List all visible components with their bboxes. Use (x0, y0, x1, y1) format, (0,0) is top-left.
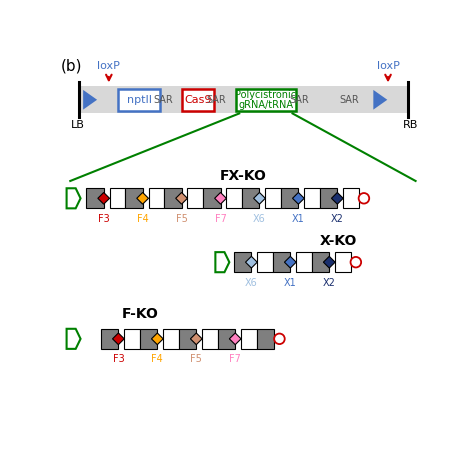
Circle shape (359, 193, 369, 203)
Text: nptII: nptII (127, 95, 152, 105)
Bar (118, 89, 160, 110)
Bar (124, 329, 140, 349)
Bar (164, 188, 182, 209)
Polygon shape (323, 256, 335, 268)
Polygon shape (292, 192, 304, 204)
Bar (242, 188, 259, 209)
Bar (273, 252, 290, 272)
Bar (256, 329, 274, 349)
Polygon shape (66, 188, 81, 209)
Bar (234, 252, 251, 272)
Text: F-KO: F-KO (122, 308, 158, 321)
Text: Polycistronic: Polycistronic (235, 90, 296, 100)
Polygon shape (66, 329, 81, 349)
Polygon shape (254, 192, 265, 204)
Text: SAR: SAR (339, 95, 359, 105)
Text: X2: X2 (331, 214, 344, 224)
Polygon shape (215, 192, 227, 204)
Bar (109, 188, 125, 209)
Bar (281, 188, 299, 209)
Bar (343, 188, 359, 209)
Bar (80, 86, 408, 113)
Bar (265, 188, 281, 209)
Polygon shape (374, 90, 387, 109)
Polygon shape (246, 256, 257, 268)
Text: FX-KO: FX-KO (219, 169, 266, 183)
Bar (202, 329, 218, 349)
Text: X1: X1 (284, 278, 297, 288)
Text: SAR: SAR (289, 95, 309, 105)
Text: F3: F3 (112, 355, 124, 365)
Circle shape (351, 257, 361, 267)
Bar (182, 89, 213, 110)
Polygon shape (215, 252, 229, 272)
Circle shape (274, 334, 285, 344)
Polygon shape (191, 333, 202, 345)
Text: X6: X6 (245, 278, 258, 288)
Text: X1: X1 (292, 214, 305, 224)
Bar (296, 252, 311, 272)
Bar (86, 188, 104, 209)
Polygon shape (284, 256, 296, 268)
Text: SAR: SAR (207, 95, 227, 105)
Bar (311, 252, 329, 272)
Bar (257, 252, 273, 272)
Text: X-KO: X-KO (320, 235, 357, 248)
Text: (b): (b) (61, 59, 82, 73)
Text: F3: F3 (98, 214, 109, 224)
Polygon shape (112, 333, 124, 345)
Polygon shape (98, 192, 109, 204)
Bar (140, 329, 157, 349)
Text: loxP: loxP (97, 62, 120, 72)
Text: Cas9: Cas9 (184, 95, 212, 105)
Text: F4: F4 (152, 355, 163, 365)
Text: LB: LB (71, 120, 84, 130)
Bar (236, 89, 296, 110)
Text: F4: F4 (137, 214, 148, 224)
Polygon shape (176, 192, 187, 204)
Text: SAR: SAR (153, 95, 173, 105)
Bar (163, 329, 179, 349)
Bar (304, 188, 319, 209)
Bar (101, 329, 118, 349)
Text: RB: RB (402, 120, 418, 130)
Bar (335, 252, 351, 272)
Bar (125, 188, 143, 209)
Bar (241, 329, 256, 349)
Text: X6: X6 (253, 214, 266, 224)
Bar (218, 329, 235, 349)
Polygon shape (229, 333, 241, 345)
Bar (187, 188, 203, 209)
Bar (179, 329, 196, 349)
Bar (227, 188, 242, 209)
Polygon shape (152, 333, 163, 345)
Polygon shape (137, 192, 148, 204)
Text: F7: F7 (229, 355, 241, 365)
Text: F5: F5 (176, 214, 188, 224)
Polygon shape (331, 192, 343, 204)
Text: F5: F5 (191, 355, 202, 365)
Polygon shape (83, 90, 97, 109)
Text: loxP: loxP (376, 62, 400, 72)
Bar (319, 188, 337, 209)
Bar (148, 188, 164, 209)
Bar (203, 188, 220, 209)
Text: F7: F7 (215, 214, 227, 224)
Text: X2: X2 (323, 278, 336, 288)
Text: gRNA/tRNA: gRNA/tRNA (238, 100, 293, 109)
